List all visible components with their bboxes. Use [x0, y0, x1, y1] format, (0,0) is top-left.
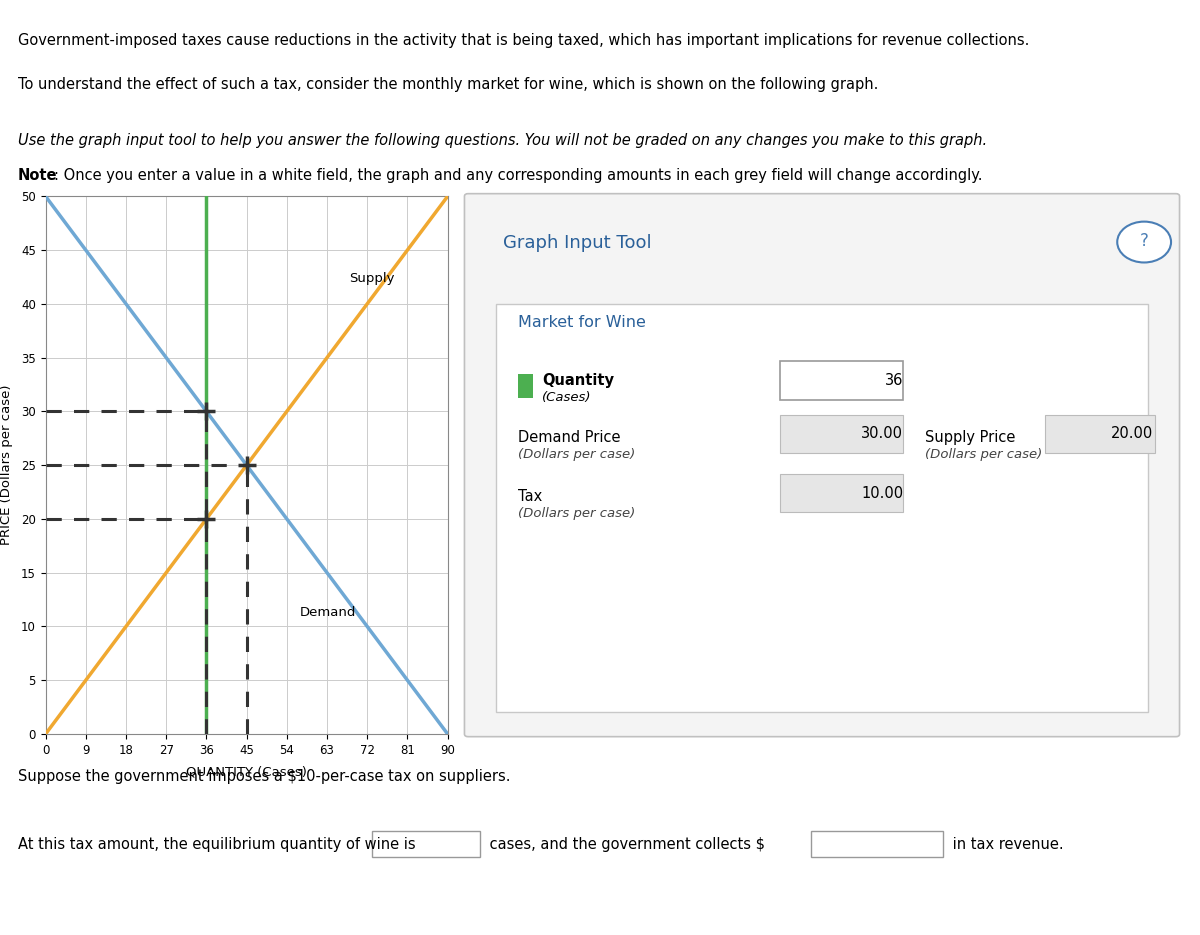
- Text: in tax revenue.: in tax revenue.: [948, 837, 1063, 852]
- FancyBboxPatch shape: [497, 304, 1147, 712]
- Text: Demand: Demand: [300, 606, 356, 619]
- Text: (Cases): (Cases): [542, 391, 592, 404]
- Text: (Dollars per case): (Dollars per case): [925, 448, 1042, 461]
- Text: 36: 36: [886, 373, 904, 388]
- Text: Use the graph input tool to help you answer the following questions. You will no: Use the graph input tool to help you ans…: [18, 133, 988, 148]
- Text: (Dollars per case): (Dollars per case): [517, 507, 635, 520]
- Y-axis label: PRICE (Dollars per case): PRICE (Dollars per case): [0, 385, 13, 545]
- Text: Tax: Tax: [517, 489, 542, 504]
- Text: ?: ?: [1140, 232, 1148, 250]
- Text: 10.00: 10.00: [862, 485, 904, 500]
- Text: Graph Input Tool: Graph Input Tool: [504, 234, 652, 252]
- Text: Note: Note: [18, 168, 58, 183]
- Text: : Once you enter a value in a white field, the graph and any corresponding amoun: : Once you enter a value in a white fiel…: [54, 168, 983, 183]
- Text: Quantity: Quantity: [542, 373, 614, 388]
- FancyBboxPatch shape: [517, 374, 533, 398]
- Text: Supply Price: Supply Price: [925, 430, 1015, 445]
- Circle shape: [1117, 222, 1171, 263]
- Text: To understand the effect of such a tax, consider the monthly market for wine, wh: To understand the effect of such a tax, …: [18, 77, 878, 92]
- Text: 30.00: 30.00: [862, 426, 904, 441]
- X-axis label: QUANTITY (Cases): QUANTITY (Cases): [186, 765, 307, 778]
- Text: Suppose the government imposes a $10-per-case tax on suppliers.: Suppose the government imposes a $10-per…: [18, 769, 510, 784]
- Text: At this tax amount, the equilibrium quantity of wine is: At this tax amount, the equilibrium quan…: [18, 837, 420, 852]
- Text: 20.00: 20.00: [1111, 426, 1153, 441]
- FancyBboxPatch shape: [780, 361, 904, 399]
- Text: (Dollars per case): (Dollars per case): [517, 448, 635, 461]
- FancyBboxPatch shape: [1045, 414, 1154, 453]
- FancyBboxPatch shape: [780, 414, 904, 453]
- FancyBboxPatch shape: [464, 194, 1180, 737]
- FancyBboxPatch shape: [780, 474, 904, 512]
- Text: Government-imposed taxes cause reductions in the activity that is being taxed, w: Government-imposed taxes cause reduction…: [18, 33, 1030, 48]
- Text: cases, and the government collects $: cases, and the government collects $: [485, 837, 764, 852]
- Text: Supply: Supply: [349, 272, 395, 285]
- Text: Demand Price: Demand Price: [517, 430, 620, 445]
- Text: Market for Wine: Market for Wine: [517, 314, 646, 330]
